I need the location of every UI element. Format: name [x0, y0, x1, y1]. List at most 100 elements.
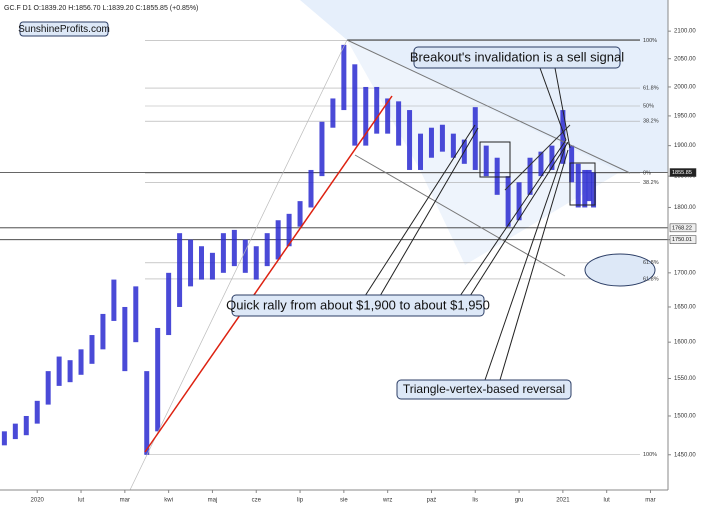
price-bar [575, 163, 581, 208]
price-bar [12, 423, 18, 440]
price-bar [428, 127, 434, 158]
price-bar [56, 356, 62, 386]
price-bar [538, 151, 544, 177]
callout-line [484, 144, 567, 381]
brand: SunshineProfits.com [18, 24, 110, 35]
price-bar [297, 201, 303, 227]
y-tick-label: 1500.00 [674, 414, 696, 420]
price-bar [483, 145, 489, 177]
price-label: 1750.01 [672, 237, 692, 243]
price-bar [374, 86, 380, 134]
y-tick-label: 2050.00 [674, 56, 696, 62]
fib-label: 100% [643, 38, 657, 44]
annotation-box [413, 46, 621, 69]
x-tick-label: kwi [164, 498, 173, 504]
price-bar [363, 86, 369, 146]
price-bar [89, 335, 95, 364]
fib-label: 38.2% [643, 180, 659, 186]
x-tick-label: 2021 [556, 498, 570, 504]
y-tick-label: 1550.00 [674, 376, 696, 382]
target-ellipse [584, 253, 656, 287]
highlight-box [569, 162, 596, 206]
price-bar [319, 121, 325, 177]
y-tick-label: 2000.00 [674, 85, 696, 91]
y-tick-label: 1700.00 [674, 270, 696, 276]
price-bar [472, 107, 478, 170]
price-bar [166, 272, 172, 336]
price-bar [439, 124, 445, 152]
y-tick-label: 1800.00 [674, 205, 696, 211]
brand-box [19, 21, 109, 37]
x-tick-label: maj [208, 498, 218, 504]
price-bar [264, 233, 270, 267]
price-bar [122, 306, 128, 372]
fan-line [129, 39, 348, 491]
x-tick-label: sie [340, 498, 348, 504]
price-bar [560, 110, 566, 164]
callout-line [469, 141, 569, 297]
price-bar [407, 110, 413, 170]
price-bar [582, 169, 588, 208]
price-bar [516, 182, 522, 221]
price-bar [591, 172, 597, 208]
highlight-box [479, 141, 511, 178]
x-tick-label: lip [297, 498, 304, 504]
channel-lower [354, 154, 566, 277]
x-tick-label: lut [78, 498, 85, 504]
x-tick-label: gru [515, 498, 524, 504]
fib-label: 100% [643, 452, 657, 458]
y-tick-label: 2100.00 [674, 29, 696, 35]
price-bar [100, 313, 106, 350]
price-bar [177, 233, 183, 307]
price-bar [111, 279, 117, 321]
price-bar [78, 349, 84, 375]
price-bar [198, 246, 204, 280]
price-bar [253, 246, 259, 280]
price-bar [527, 157, 533, 195]
x-tick-label: mar [645, 498, 655, 504]
price-bar [352, 64, 358, 146]
price-bar [569, 145, 575, 183]
annotation: Triangle-vertex-based reversal [403, 382, 565, 396]
price-bar [308, 169, 314, 208]
price-bar [231, 229, 237, 267]
price-bar [450, 133, 456, 158]
price-bar [586, 169, 592, 202]
x-tick-label: 2020 [31, 498, 45, 504]
annotation-box [396, 379, 572, 400]
fan-shade-lower [347, 40, 620, 265]
drawings [129, 39, 656, 491]
price-bar [133, 286, 139, 343]
price-bar [549, 145, 555, 170]
callout-line [539, 67, 567, 141]
price-bar [155, 327, 161, 432]
callout-line [554, 67, 571, 149]
triangle-lower [504, 124, 571, 191]
fib-label: 0% [643, 170, 651, 176]
fib-label: 38.2% [643, 119, 659, 125]
y-tick-label: 1900.00 [674, 143, 696, 149]
x-tick-label: paź [427, 498, 437, 504]
price-bar [23, 415, 29, 436]
price-bar [341, 44, 347, 111]
fib-label: 61.8% [643, 86, 659, 92]
y-tick-label: 1950.00 [674, 113, 696, 119]
price-tag [669, 223, 697, 233]
x-tick-label: wrz [382, 498, 392, 504]
fan-shade [300, 0, 668, 172]
price-bar [418, 133, 424, 170]
fib-label: 50% [643, 103, 654, 109]
fib-label: 61.8% [643, 276, 659, 282]
header: GC.F D1 O:1839.20 H:1856.70 L:1839.20 C:… [4, 5, 198, 12]
callout-line [364, 124, 476, 297]
callout-line [459, 139, 567, 297]
price-label: 1768.22 [672, 225, 692, 231]
price-bar [494, 157, 500, 195]
price-bar [385, 98, 391, 134]
y-tick-label: 1650.00 [674, 305, 696, 311]
x-tick-label: lis [472, 498, 478, 504]
x-tick-label: cze [252, 498, 262, 504]
price-bar [242, 239, 248, 273]
annotation: Breakout's invalidation is a sell signal [410, 49, 624, 64]
